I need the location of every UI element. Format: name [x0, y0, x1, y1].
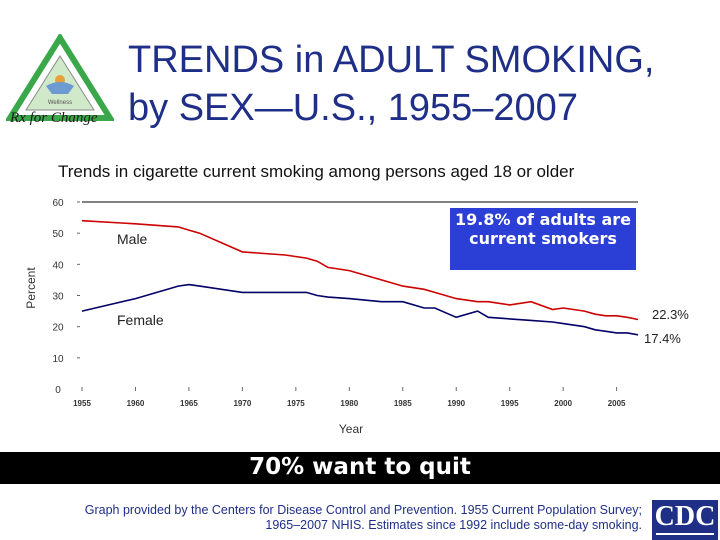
chart-lines [81, 219, 639, 336]
x-tick-label: 2000 [554, 399, 572, 408]
logo-inner-text: Wellness [48, 100, 72, 106]
end-label-male: 22.3% [652, 307, 689, 322]
series-label-female: Female [117, 312, 164, 328]
page-title-line1: TRENDS in ADULT SMOKING, [128, 39, 655, 81]
quit-banner: 70% want to quit [0, 452, 720, 484]
y-axis-label: Percent [24, 267, 38, 309]
x-tick-label: 1955 [73, 399, 91, 408]
end-label-female: 17.4% [644, 331, 681, 346]
x-tick-label: 2005 [608, 399, 626, 408]
logo-triangle [6, 34, 114, 121]
logo-figure-body [46, 82, 74, 94]
series-label-male: Male [117, 231, 148, 247]
chart-ticks: 0 10 20 30 40 50 60 1955 1960 1965 1970 1975 1980 198… [52, 198, 626, 408]
source-footnote: Graph provided by the Centers for Diseas… [84, 503, 642, 532]
y-tick-label: 40 [52, 260, 64, 271]
chart-title: Trends in cigarette current smoking amon… [58, 162, 575, 181]
y-tick-label: 60 [52, 198, 64, 209]
rx-for-change-logo: Wellness [6, 34, 114, 121]
x-tick-label: 1980 [340, 399, 358, 408]
smokers-callout: 19.8% of adults are current smokers [450, 208, 636, 270]
chart-labels: Year Percent Male Female 22.3% 17.4% [24, 231, 689, 436]
x-tick-label: 1985 [394, 399, 412, 408]
series-line-female [81, 283, 639, 336]
y-tick-label: 10 [52, 354, 64, 365]
y-tick-label: 0 [55, 385, 61, 396]
cdc-logo-text: CDC [654, 501, 716, 532]
x-tick-label: 1990 [447, 399, 465, 408]
quit-banner-text: 70% want to quit [249, 454, 471, 480]
x-tick-label: 1970 [233, 399, 251, 408]
x-axis-label: Year [339, 422, 363, 436]
x-tick-label: 1975 [287, 399, 305, 408]
logo-text: Rx for Change [10, 110, 98, 126]
cdc-logo: CDC [652, 500, 718, 540]
y-tick-label: 50 [52, 229, 64, 240]
series-line-male [81, 219, 639, 321]
page-title-line2: by SEX—U.S., 1955–2007 [128, 87, 578, 129]
x-tick-label: 1960 [127, 399, 145, 408]
x-tick-label: 1965 [180, 399, 198, 408]
smoking-trend-chart: 0 10 20 30 40 50 60 1955 1960 1965 1970 1975 1980 198… [24, 198, 689, 436]
y-tick-label: 30 [52, 292, 64, 303]
y-tick-label: 20 [52, 323, 64, 334]
x-tick-label: 1995 [501, 399, 519, 408]
cdc-logo-line [656, 533, 714, 535]
